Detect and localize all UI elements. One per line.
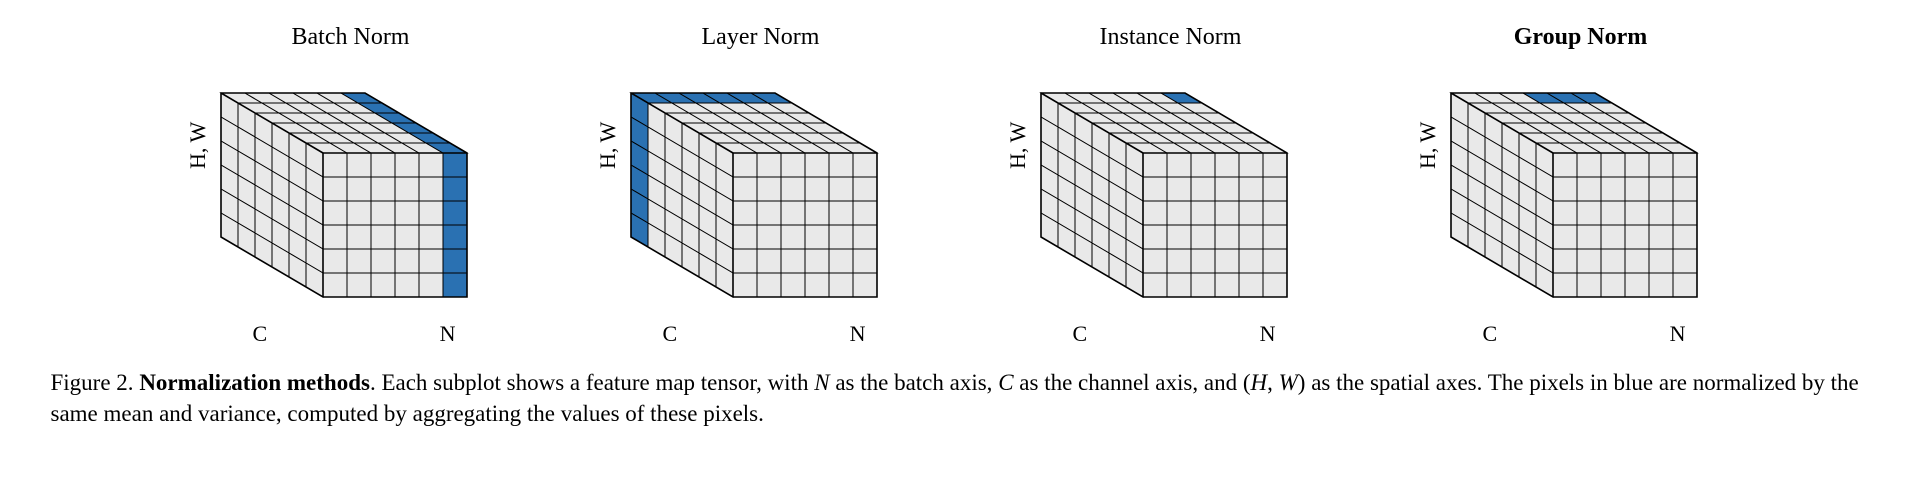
cube-svg [191, 59, 511, 349]
axis-label-n: N [440, 321, 456, 347]
caption-text-3: as the channel axis, and ( [1014, 370, 1251, 395]
cube-svg [1011, 59, 1331, 349]
axis-label-hw: H, W [1005, 122, 1031, 169]
cube-diagram: H, WCN [191, 59, 511, 349]
axis-label-n: N [850, 321, 866, 347]
cube-diagram: H, WCN [601, 59, 921, 349]
caption-text-comma: , [1267, 370, 1279, 395]
panel-title: Instance Norm [1100, 24, 1242, 51]
axis-label-c: C [663, 321, 678, 347]
axis-label-hw: H, W [595, 122, 621, 169]
caption-var-C: C [998, 370, 1013, 395]
figure-caption: Figure 2. Normalization methods. Each su… [51, 367, 1881, 429]
axis-label-hw: H, W [1415, 122, 1441, 169]
panel-group-norm: Group NormH, WCN [1421, 24, 1741, 349]
axis-label-n: N [1260, 321, 1276, 347]
axis-label-hw: H, W [185, 122, 211, 169]
panel-title: Batch Norm [292, 24, 410, 51]
caption-text-2: as the batch axis, [830, 370, 999, 395]
cube-diagram: H, WCN [1421, 59, 1741, 349]
panel-batch-norm: Batch NormH, WCN [191, 24, 511, 349]
axis-label-c: C [1483, 321, 1498, 347]
cube-svg [1421, 59, 1741, 349]
axis-label-c: C [253, 321, 268, 347]
axis-label-n: N [1670, 321, 1686, 347]
panel-title: Group Norm [1514, 24, 1648, 51]
axis-label-c: C [1073, 321, 1088, 347]
caption-var-N: N [814, 370, 829, 395]
figure-panels-row: Batch Norm H, W C N Layer Norm H, W C N Instance… [50, 24, 1881, 349]
caption-title: Normalization methods [139, 370, 370, 395]
panel-instance-norm: Instance NormH, WCN [1011, 24, 1331, 349]
panel-title: Layer Norm [702, 24, 820, 51]
cube-svg [601, 59, 921, 349]
cube-diagram: H, WCN [1011, 59, 1331, 349]
caption-figure-number: Figure 2. [51, 370, 140, 395]
caption-text-1: . Each subplot shows a feature map tenso… [370, 370, 814, 395]
caption-var-W: W [1279, 370, 1298, 395]
caption-var-H: H [1250, 370, 1267, 395]
panel-layer-norm: Layer NormH, WCN [601, 24, 921, 349]
